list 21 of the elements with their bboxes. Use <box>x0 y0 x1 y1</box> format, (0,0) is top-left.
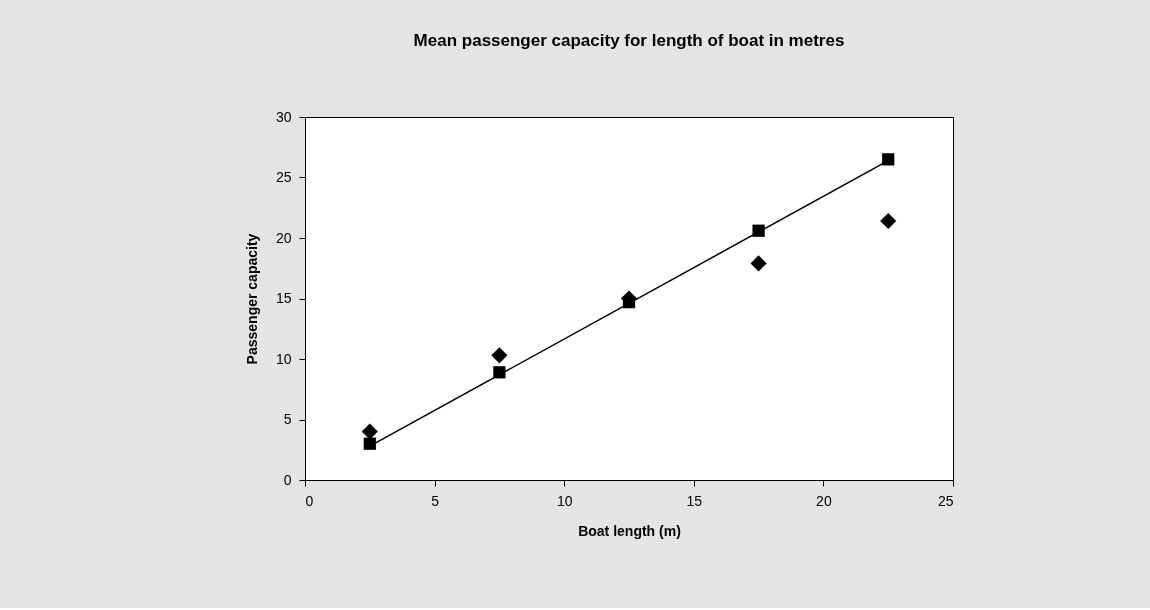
x-tick-label: 10 <box>556 492 573 509</box>
point <box>880 213 897 230</box>
x-tick-label: 0 <box>305 492 314 509</box>
chart-title: Mean passenger capacity for length of boat in metres <box>413 31 845 50</box>
y-tick-label: 20 <box>275 229 292 246</box>
y-tick-label: 5 <box>283 411 292 427</box>
x-tick-label: 5 <box>431 492 440 509</box>
y-axis-title: Passenger capacity <box>243 233 260 365</box>
point <box>493 366 506 379</box>
y-tick-label: 30 <box>275 108 292 125</box>
x-tick-label: 25 <box>937 492 954 509</box>
y-tick-label: 15 <box>275 290 292 306</box>
y-tick-label: 0 <box>283 471 292 488</box>
x-axis-title: Boat length (m) <box>578 522 681 539</box>
point <box>361 423 378 440</box>
point <box>491 347 508 364</box>
point <box>750 255 767 272</box>
x-tick-label: 20 <box>816 492 832 509</box>
x-tick-label: 15 <box>686 492 703 509</box>
y-tick-label: 10 <box>275 350 292 367</box>
y-tick-label: 25 <box>275 169 292 185</box>
